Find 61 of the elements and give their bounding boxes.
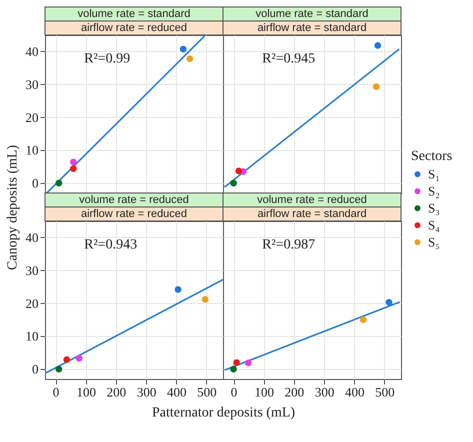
- y-tick-label: 10: [26, 328, 38, 344]
- x-tick-label: 500: [375, 384, 395, 400]
- point: [63, 356, 70, 363]
- annotation: R²=0.945: [262, 52, 316, 67]
- chart-subtitle: airflow rate = reduced: [80, 22, 188, 34]
- x-tick-label: 200: [106, 384, 126, 400]
- y-tick-label: 30: [26, 76, 38, 92]
- chart-subtitle: airflow rate = standard: [257, 22, 367, 34]
- point: [230, 180, 237, 186]
- y-tick-label: 30: [26, 262, 38, 278]
- legend-label: S₃: [428, 200, 440, 216]
- point: [70, 165, 77, 172]
- x-tick-label: 100: [254, 384, 274, 400]
- x-tick-label: 0: [52, 384, 60, 400]
- point: [70, 158, 77, 166]
- point: [174, 286, 182, 293]
- y-tick-label: 20: [26, 296, 38, 311]
- annotation: R²=0.987: [262, 238, 316, 253]
- x-tick-label: 0: [230, 384, 238, 400]
- point: [360, 316, 367, 324]
- chart-subtitle: airflow rate = standard: [257, 208, 367, 220]
- x-tick-label: 300: [314, 384, 334, 400]
- legend-label: S₁: [428, 166, 440, 182]
- x-tick-label: 300: [136, 384, 156, 400]
- chart-title: volume rate = reduced: [79, 194, 189, 206]
- point: [235, 168, 242, 174]
- annotation: R²=0.99: [84, 52, 130, 67]
- chart-title: volume rate = standard: [78, 8, 190, 20]
- x-tick-label: 500: [197, 384, 217, 400]
- chart-subtitle: airflow rate = reduced: [80, 208, 188, 220]
- x-tick-label: 400: [166, 384, 186, 400]
- x-tick-label: 200: [284, 384, 304, 400]
- point: [56, 180, 62, 186]
- y-tick-label: 0: [32, 176, 38, 191]
- y-tick-label: 40: [26, 44, 38, 59]
- x-tick-label: 100: [76, 384, 96, 400]
- y-tick-label: 0: [32, 362, 38, 377]
- chart-title: volume rate = standard: [256, 8, 368, 20]
- point: [186, 55, 194, 62]
- point: [372, 83, 380, 90]
- point: [76, 354, 82, 362]
- legend-title: Sectors: [411, 148, 452, 164]
- point: [233, 359, 240, 366]
- point: [374, 42, 382, 49]
- point: [56, 366, 62, 372]
- x-tick-label: 400: [344, 384, 364, 400]
- x-axis-title: Patternator deposits (mL): [152, 406, 296, 420]
- point: [386, 298, 392, 306]
- legend-label: S₄: [428, 217, 440, 232]
- annotation: R²=0.943: [84, 238, 138, 253]
- y-tick-label: 20: [26, 110, 38, 125]
- legend-label: S₂: [428, 183, 440, 198]
- point: [202, 296, 209, 303]
- y-tick-label: 40: [26, 230, 38, 245]
- point: [180, 46, 187, 52]
- y-tick-label: 10: [26, 142, 38, 158]
- y-axis-title: Canopy deposits (mL): [6, 144, 20, 270]
- chart-title: volume rate = reduced: [257, 194, 367, 206]
- legend-label: S₅: [428, 234, 440, 250]
- point: [244, 360, 252, 366]
- point: [230, 366, 237, 372]
